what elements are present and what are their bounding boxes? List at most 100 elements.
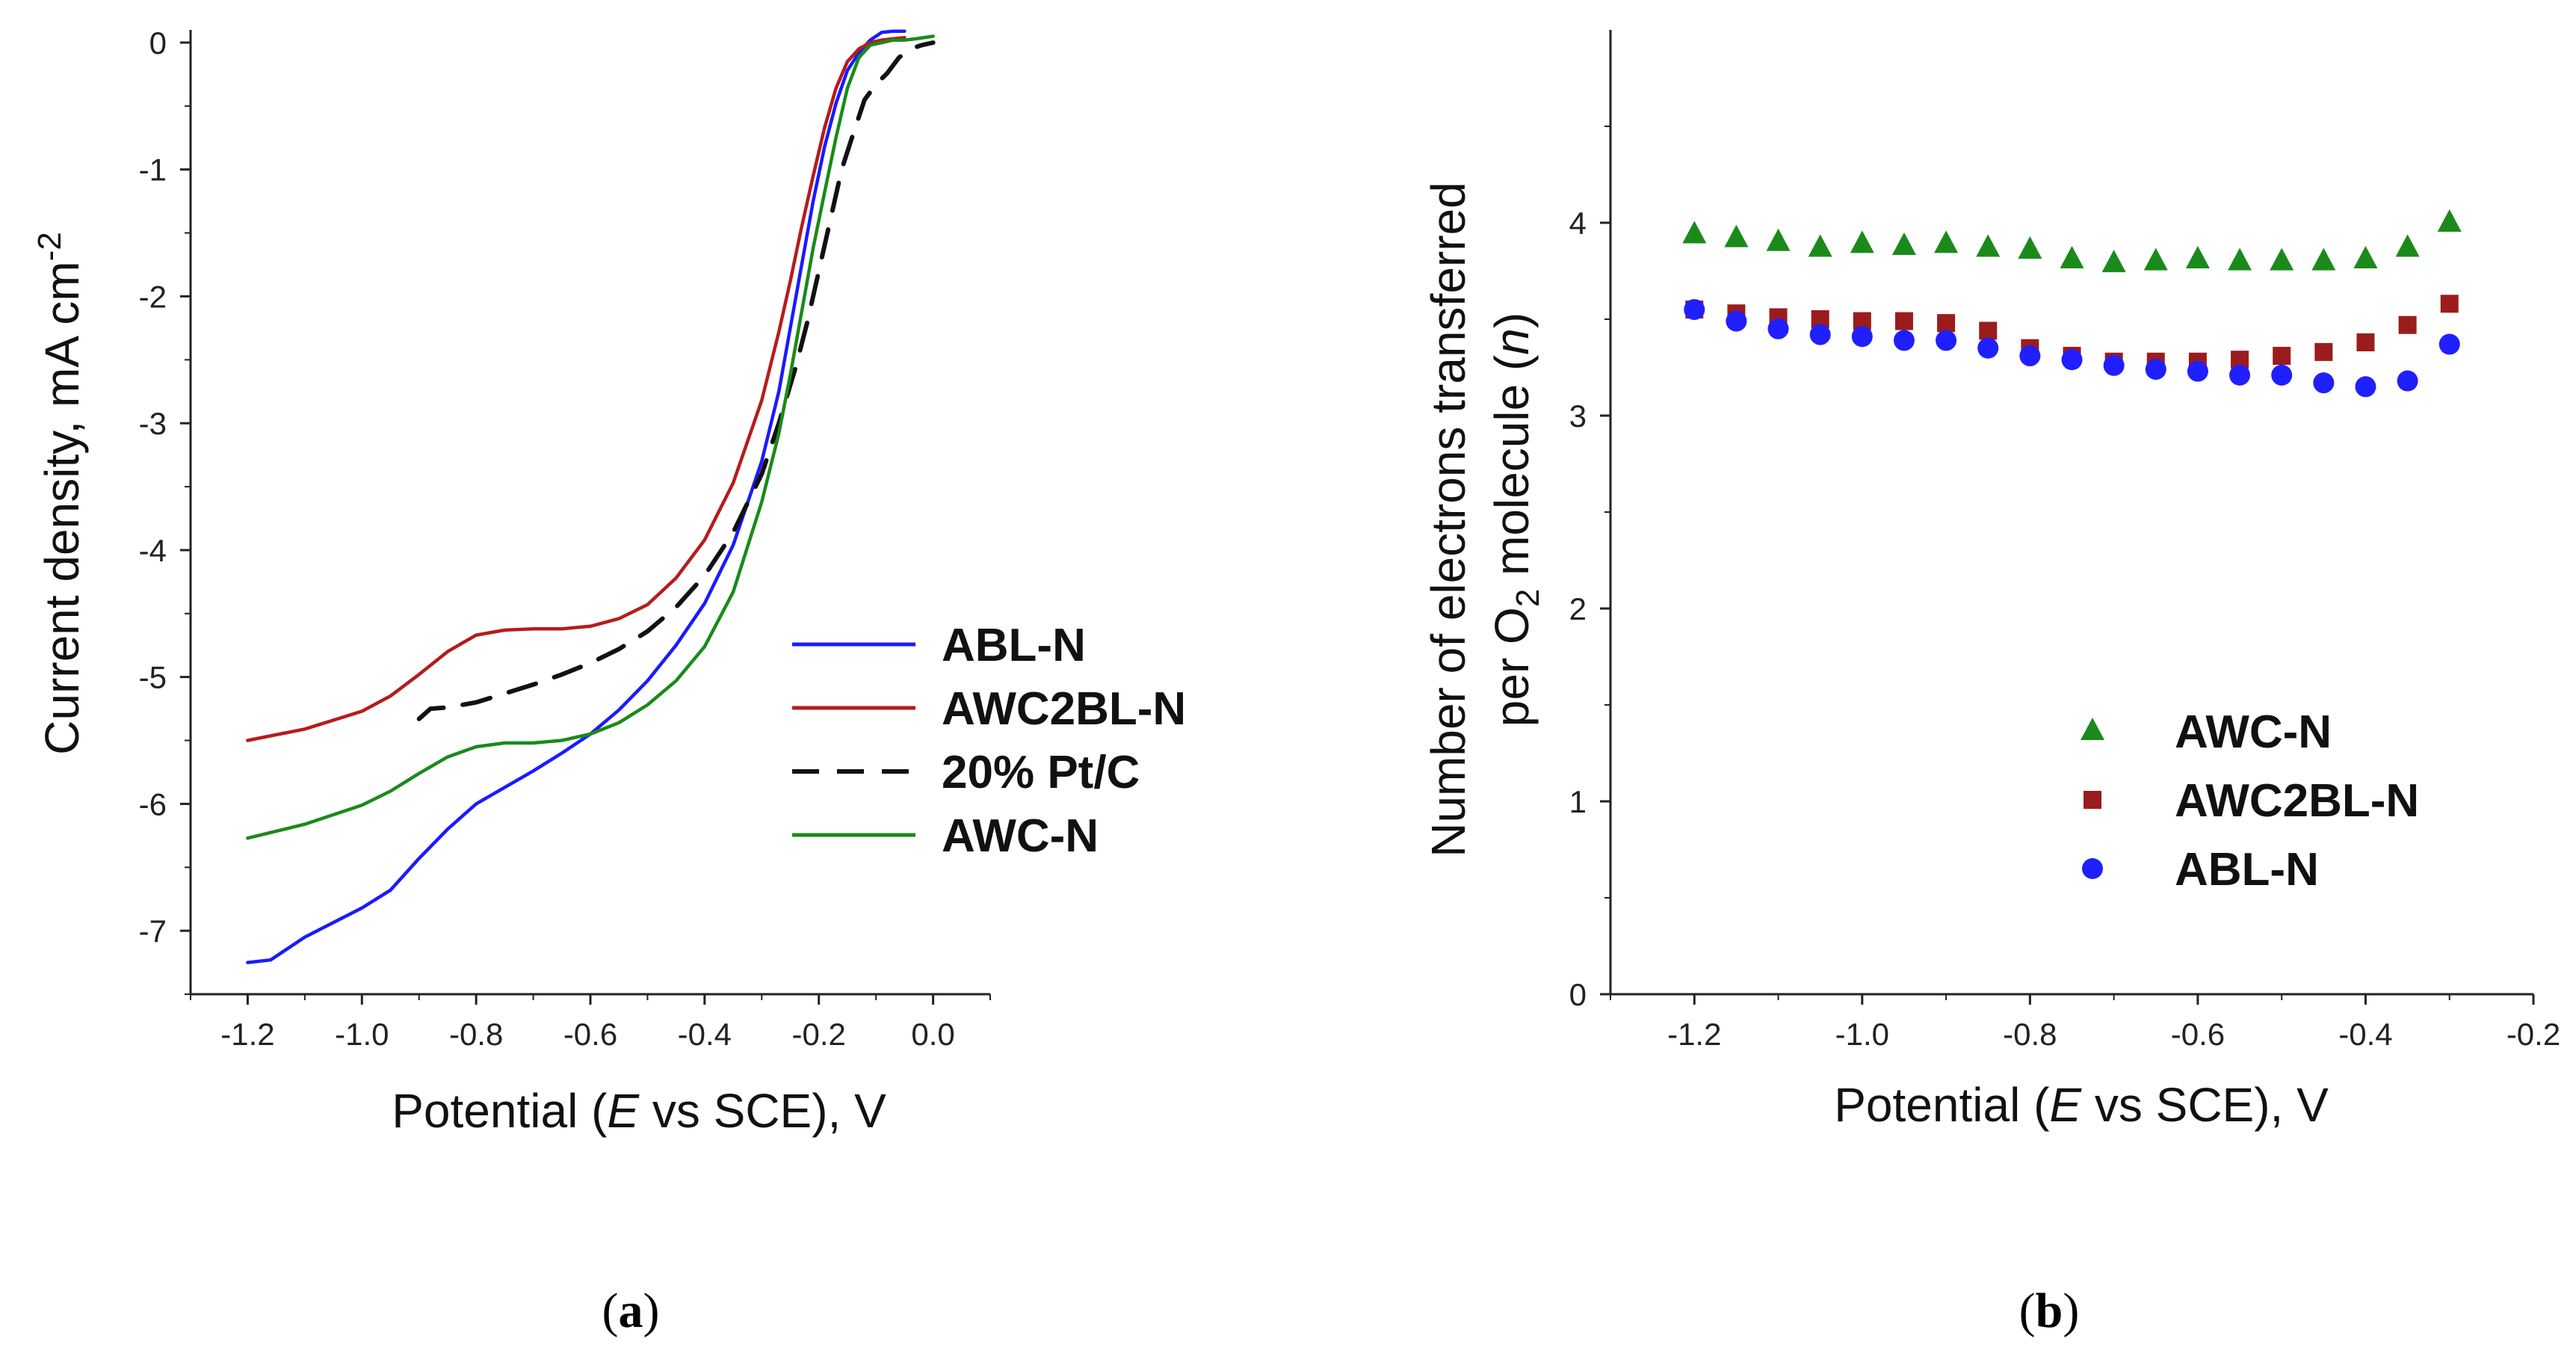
- panel-b-point-awc2bl-n: [1937, 314, 1956, 333]
- panel-b-label: (b): [2019, 1284, 2080, 1338]
- panel-a-x-tick-label: -0.2: [792, 1017, 846, 1052]
- panel-a-x-tick-label: -0.8: [449, 1017, 503, 1052]
- panel-b-point-abl-n: [2229, 364, 2251, 386]
- panel-b-point-abl-n: [1977, 337, 1999, 359]
- panel-a-y-tick-label: -4: [139, 533, 167, 568]
- panel-a-y-tick-label: -1: [139, 152, 167, 188]
- panel-b-y-tick-label: 2: [1569, 591, 1587, 626]
- panel-b-y-ticks: 0 1 2 3 4: [1569, 126, 1610, 1012]
- panel-a-legend-label: AWC-N: [942, 810, 1099, 862]
- panel-b-point-abl-n: [2397, 370, 2418, 392]
- panel-a-y-tick-label: -5: [139, 660, 167, 695]
- panel-b-point-abl-n: [2271, 364, 2293, 386]
- panel-b-point-abl-n: [2438, 333, 2460, 355]
- panel-b-point-awc-n: [2228, 247, 2252, 271]
- panel-b-plot-area: [1682, 209, 2462, 398]
- panel-b-point-awc2bl-n: [2440, 295, 2459, 313]
- panel-a-label: (a): [602, 1284, 660, 1338]
- panel-b-y-tick-label: 3: [1569, 398, 1587, 434]
- panel-a-legend: ABL-N AWC2BL-N 20% Pt/C AWC-N: [792, 620, 1186, 862]
- panel-b-point-abl-n: [2061, 349, 2083, 371]
- panel-b-point-awc-n: [2143, 247, 2168, 271]
- panel-b-y-tick-label: 4: [1569, 206, 1587, 241]
- panel-b-point-awc-n: [2395, 234, 2420, 257]
- panel-a-x-tick-label: -0.4: [678, 1017, 732, 1052]
- panel-b-legend-label: AWC2BL-N: [2175, 775, 2419, 827]
- panel-b-point-awc-n: [2060, 246, 2084, 269]
- panel-b-x-ticks: -1.2 -1.0 -0.8 -0.6 -0.4 -0.2: [1610, 994, 2560, 1052]
- panel-b-legend-label: AWC-N: [2175, 706, 2332, 758]
- panel-b-point-awc-n: [2437, 209, 2462, 232]
- panel-b-x-tick-label: -0.8: [2003, 1017, 2057, 1052]
- panel-b-point-awc-n: [1850, 230, 1874, 253]
- panel-b-point-awc-n: [1891, 232, 1916, 255]
- panel-b-point-awc-n: [1934, 230, 1959, 253]
- panel-a-y-tick-label: -2: [139, 279, 167, 314]
- panel-b-point-awc-n: [1724, 224, 1749, 247]
- panel-b-x-tick-label: -1.0: [1835, 1017, 1889, 1052]
- panel-b-legend-swatch: [2084, 791, 2101, 809]
- panel-b-y-axis-title-line1: Number of electrons transferred: [1421, 182, 1475, 857]
- panel-b-x-tick-label: -0.2: [2506, 1017, 2560, 1052]
- panel-b-legend-swatch: [2081, 718, 2104, 740]
- panel-b-point-awc2bl-n: [2314, 342, 2333, 361]
- panel-b-point-awc2bl-n: [2273, 347, 2291, 366]
- panel-a-y-tick-label: -7: [139, 913, 167, 949]
- panel-b-y-tick-label: 1: [1569, 784, 1587, 819]
- panel-b-point-abl-n: [1726, 310, 1747, 332]
- panel-b-point-abl-n: [2313, 372, 2335, 394]
- panel-b-point-abl-n: [1936, 330, 1957, 351]
- panel-b-point-abl-n: [2019, 345, 2041, 367]
- panel-b-point-awc2bl-n: [2356, 333, 2375, 351]
- panel-b-point-abl-n: [1893, 330, 1915, 351]
- panel-b-point-awc2bl-n: [1894, 312, 1913, 330]
- panel-a-y-tick-label: 0: [149, 25, 167, 61]
- panel-b-point-awc-n: [1682, 221, 1707, 244]
- panel-b-y-axis-title-line2: per O2 molecule (n): [1485, 312, 1546, 727]
- panel-b-point-abl-n: [2103, 354, 2125, 376]
- panel-a-series-line-20-pt-c: [416, 40, 936, 721]
- panel-a-x-tick-label: -1.2: [220, 1017, 274, 1052]
- panel-b-x-tick-label: -0.6: [2171, 1017, 2225, 1052]
- panel-b-legend-swatch: [2082, 858, 2103, 879]
- panel-b-legend: AWC-N AWC2BL-N ABL-N: [2081, 706, 2419, 896]
- panel-b-point-awc-n: [1808, 234, 1832, 257]
- panel-a-series-line-abl-n: [246, 29, 906, 964]
- panel-b-legend-label: ABL-N: [2175, 844, 2319, 896]
- panel-b-point-abl-n: [2187, 360, 2208, 382]
- panel-a-y-ticks: 0 -1 -2 -3 -4 -5 -6 -7: [139, 25, 191, 995]
- panel-a-x-ticks: -1.2 -1.0 -0.8 -0.6 -0.4 -0.2 0.0: [190, 994, 991, 1052]
- panel-a-legend-label: ABL-N: [942, 620, 1086, 671]
- panel-a-x-tick-label: 0.0: [911, 1017, 954, 1052]
- panel-b-x-axis-title: Potential (E vs SCE), V: [1834, 1078, 2329, 1132]
- panel-a-line-chart: -1.2 -1.0 -0.8 -0.6 -0.4 -0.2 0.0 0 -1 -2 -3 -4 -5 -…: [31, 25, 1186, 1338]
- panel-a-x-axis-title: Potential (E vs SCE), V: [392, 1084, 886, 1138]
- panel-a-y-axis-title: Current density, mA cm-2: [31, 232, 89, 754]
- panel-b-point-abl-n: [1851, 326, 1873, 348]
- panel-b-point-awc-n: [2353, 246, 2378, 269]
- panel-b-x-tick-label: -0.4: [2338, 1017, 2392, 1052]
- panel-b-point-awc-n: [2270, 247, 2294, 271]
- panel-b-point-abl-n: [1809, 324, 1831, 345]
- panel-b-point-abl-n: [2145, 359, 2166, 380]
- panel-b-point-awc-n: [1766, 228, 1791, 251]
- panel-b-point-abl-n: [2355, 376, 2376, 398]
- panel-a-series-line-awc2bl-n: [246, 35, 906, 742]
- panel-b-point-abl-n: [1684, 299, 1705, 321]
- panel-b-point-awc-n: [2311, 247, 2336, 271]
- panel-a-legend-label: AWC2BL-N: [942, 683, 1186, 735]
- panel-a-x-tick-label: -1.0: [335, 1017, 389, 1052]
- panel-b-scatter-chart: -1.2 -1.0 -0.8 -0.6 -0.4 -0.2 0 1 2 3 4 Potential…: [1421, 30, 2560, 1338]
- panel-b-point-awc-n: [2101, 250, 2126, 273]
- panel-a-legend-label: 20% Pt/C: [942, 747, 1140, 798]
- panel-b-point-awc2bl-n: [2398, 315, 2417, 334]
- panel-b-x-tick-label: -1.2: [1667, 1017, 1721, 1052]
- panel-a-y-tick-label: -3: [139, 406, 167, 441]
- panel-a-x-tick-label: -0.6: [563, 1017, 617, 1052]
- panel-b-point-awc-n: [2018, 236, 2042, 259]
- panel-b-point-awc2bl-n: [1979, 321, 1998, 340]
- panel-b-point-awc-n: [2185, 246, 2210, 269]
- panel-b-point-awc-n: [1976, 234, 2001, 257]
- panel-a-series-line-awc-n: [246, 34, 935, 840]
